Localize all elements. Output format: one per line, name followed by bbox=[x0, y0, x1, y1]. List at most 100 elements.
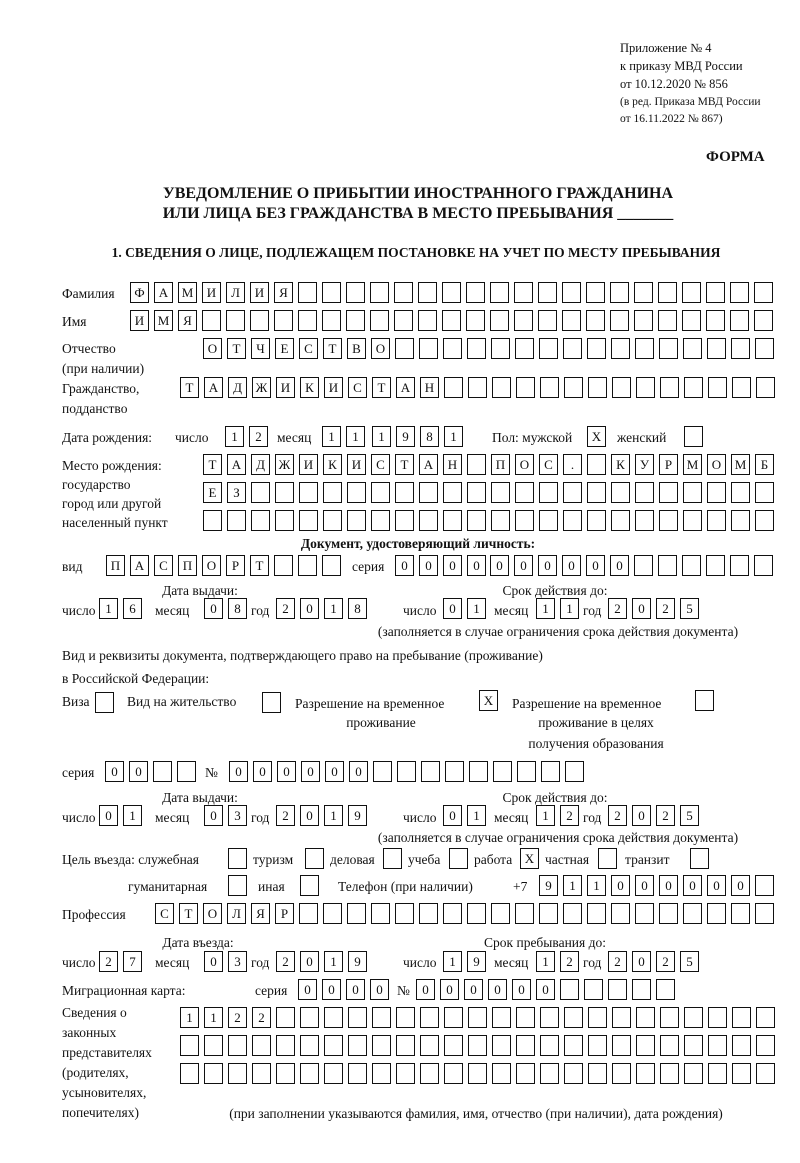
cell-phone[interactable]: 0 bbox=[683, 875, 702, 896]
cell-birthplace1[interactable] bbox=[587, 454, 606, 475]
cell-profession[interactable] bbox=[635, 903, 654, 924]
cell-patronymic[interactable] bbox=[491, 338, 510, 359]
cell-birthplace1[interactable]: К bbox=[323, 454, 342, 475]
cell-citizenship[interactable] bbox=[444, 377, 463, 398]
cell-birthplace3[interactable] bbox=[299, 510, 318, 531]
cell-rep1[interactable] bbox=[540, 1007, 559, 1028]
cell-rep3[interactable] bbox=[564, 1063, 583, 1084]
cell-birthplace3[interactable] bbox=[755, 510, 774, 531]
cell-entry-month[interactable]: 0 bbox=[204, 951, 223, 972]
cell-doc-kind[interactable]: О bbox=[202, 555, 221, 576]
cell-surname[interactable] bbox=[346, 282, 365, 303]
cell-birthplace1[interactable]: К bbox=[611, 454, 630, 475]
cell-rep2[interactable] bbox=[612, 1035, 631, 1056]
cell-birthplace2[interactable] bbox=[467, 482, 486, 503]
cell-entry-year[interactable]: 1 bbox=[324, 951, 343, 972]
cell-rep2[interactable] bbox=[276, 1035, 295, 1056]
cell-patronymic[interactable]: Е bbox=[275, 338, 294, 359]
cell-birthplace2[interactable]: Е bbox=[203, 482, 222, 503]
cell-profession[interactable] bbox=[563, 903, 582, 924]
cell-birth-month[interactable]: 1 bbox=[322, 426, 341, 447]
cell-stay-valid-month[interactable]: 1 bbox=[536, 805, 555, 826]
cell-rep3[interactable] bbox=[444, 1063, 463, 1084]
cell-rep2[interactable] bbox=[492, 1035, 511, 1056]
cell-until-year[interactable]: 5 bbox=[680, 951, 699, 972]
cell-rep2[interactable] bbox=[180, 1035, 199, 1056]
cell-phone[interactable]: 1 bbox=[587, 875, 606, 896]
cell-profession[interactable] bbox=[731, 903, 750, 924]
cell-profession[interactable] bbox=[395, 903, 414, 924]
cell-doc-number[interactable] bbox=[682, 555, 701, 576]
cell-citizenship[interactable]: К bbox=[300, 377, 319, 398]
cell-surname[interactable]: Я bbox=[274, 282, 293, 303]
cell-profession[interactable]: Т bbox=[179, 903, 198, 924]
cell-name[interactable] bbox=[586, 310, 605, 331]
cell-surname[interactable] bbox=[682, 282, 701, 303]
cell-birthplace1[interactable]: О bbox=[515, 454, 534, 475]
cell-birthplace3[interactable] bbox=[539, 510, 558, 531]
cell-birthplace2[interactable] bbox=[587, 482, 606, 503]
cell-name[interactable] bbox=[274, 310, 293, 331]
cell-rep3[interactable] bbox=[300, 1063, 319, 1084]
cell-citizenship[interactable] bbox=[684, 377, 703, 398]
cell-rep1[interactable]: 2 bbox=[252, 1007, 271, 1028]
cell-patronymic[interactable] bbox=[539, 338, 558, 359]
cell-rep1[interactable] bbox=[276, 1007, 295, 1028]
cell-profession[interactable] bbox=[659, 903, 678, 924]
cell-citizenship[interactable] bbox=[588, 377, 607, 398]
cell-rep2[interactable] bbox=[732, 1035, 751, 1056]
cell-name[interactable] bbox=[202, 310, 221, 331]
cell-rep1[interactable] bbox=[468, 1007, 487, 1028]
cell-birthplace1[interactable]: Б bbox=[755, 454, 774, 475]
cell-rep1[interactable] bbox=[612, 1007, 631, 1028]
cell-birth-month[interactable]: 1 bbox=[346, 426, 365, 447]
cell-rep3[interactable] bbox=[588, 1063, 607, 1084]
cell-stay-valid-year[interactable]: 2 bbox=[656, 805, 675, 826]
cell-stay-issue-month[interactable]: 3 bbox=[228, 805, 247, 826]
cell-phone[interactable]: 1 bbox=[563, 875, 582, 896]
cell-doc-issue-day[interactable]: 1 bbox=[99, 598, 118, 619]
cell-birthplace1[interactable]: Р bbox=[659, 454, 678, 475]
cell-birthplace2[interactable] bbox=[731, 482, 750, 503]
cell-doc-kind[interactable] bbox=[322, 555, 341, 576]
cell-p-work[interactable]: X bbox=[520, 848, 539, 869]
cell-doc-series[interactable]: 0 bbox=[395, 555, 414, 576]
cell-rep1[interactable] bbox=[372, 1007, 391, 1028]
cell-name[interactable] bbox=[562, 310, 581, 331]
cell-until-month[interactable]: 1 bbox=[536, 951, 555, 972]
cell-birthplace3[interactable] bbox=[587, 510, 606, 531]
cell-birthplace3[interactable] bbox=[491, 510, 510, 531]
cell-mc-number[interactable]: 0 bbox=[488, 979, 507, 1000]
cell-surname[interactable] bbox=[538, 282, 557, 303]
cell-name[interactable] bbox=[346, 310, 365, 331]
cell-doc-kind[interactable]: Т bbox=[250, 555, 269, 576]
cell-doc-kind[interactable]: А bbox=[130, 555, 149, 576]
cell-doc-number[interactable]: 0 bbox=[490, 555, 509, 576]
cell-name[interactable] bbox=[442, 310, 461, 331]
cell-doc-kind[interactable] bbox=[274, 555, 293, 576]
cell-birth-year[interactable]: 9 bbox=[396, 426, 415, 447]
cell-rep2[interactable] bbox=[420, 1035, 439, 1056]
cell-profession[interactable]: Я bbox=[251, 903, 270, 924]
cell-name[interactable]: М bbox=[154, 310, 173, 331]
cell-stay-number[interactable]: 0 bbox=[277, 761, 296, 782]
cell-doc-number[interactable] bbox=[634, 555, 653, 576]
cell-stay-number[interactable] bbox=[541, 761, 560, 782]
cell-stay-number[interactable]: 0 bbox=[253, 761, 272, 782]
cell-birth-year[interactable]: 1 bbox=[372, 426, 391, 447]
cell-name[interactable] bbox=[250, 310, 269, 331]
cell-birthplace2[interactable] bbox=[395, 482, 414, 503]
cell-patronymic[interactable] bbox=[443, 338, 462, 359]
cell-surname[interactable] bbox=[562, 282, 581, 303]
cell-birthplace1[interactable]: Т bbox=[203, 454, 222, 475]
cell-rep3[interactable] bbox=[468, 1063, 487, 1084]
cell-doc-valid-month[interactable]: 1 bbox=[536, 598, 555, 619]
cell-name[interactable] bbox=[706, 310, 725, 331]
cell-profession[interactable]: С bbox=[155, 903, 174, 924]
cell-profession[interactable]: Л bbox=[227, 903, 246, 924]
cell-birthplace2[interactable] bbox=[371, 482, 390, 503]
cell-rep2[interactable] bbox=[348, 1035, 367, 1056]
cell-name[interactable] bbox=[394, 310, 413, 331]
cell-surname[interactable] bbox=[730, 282, 749, 303]
cell-rep1[interactable] bbox=[684, 1007, 703, 1028]
